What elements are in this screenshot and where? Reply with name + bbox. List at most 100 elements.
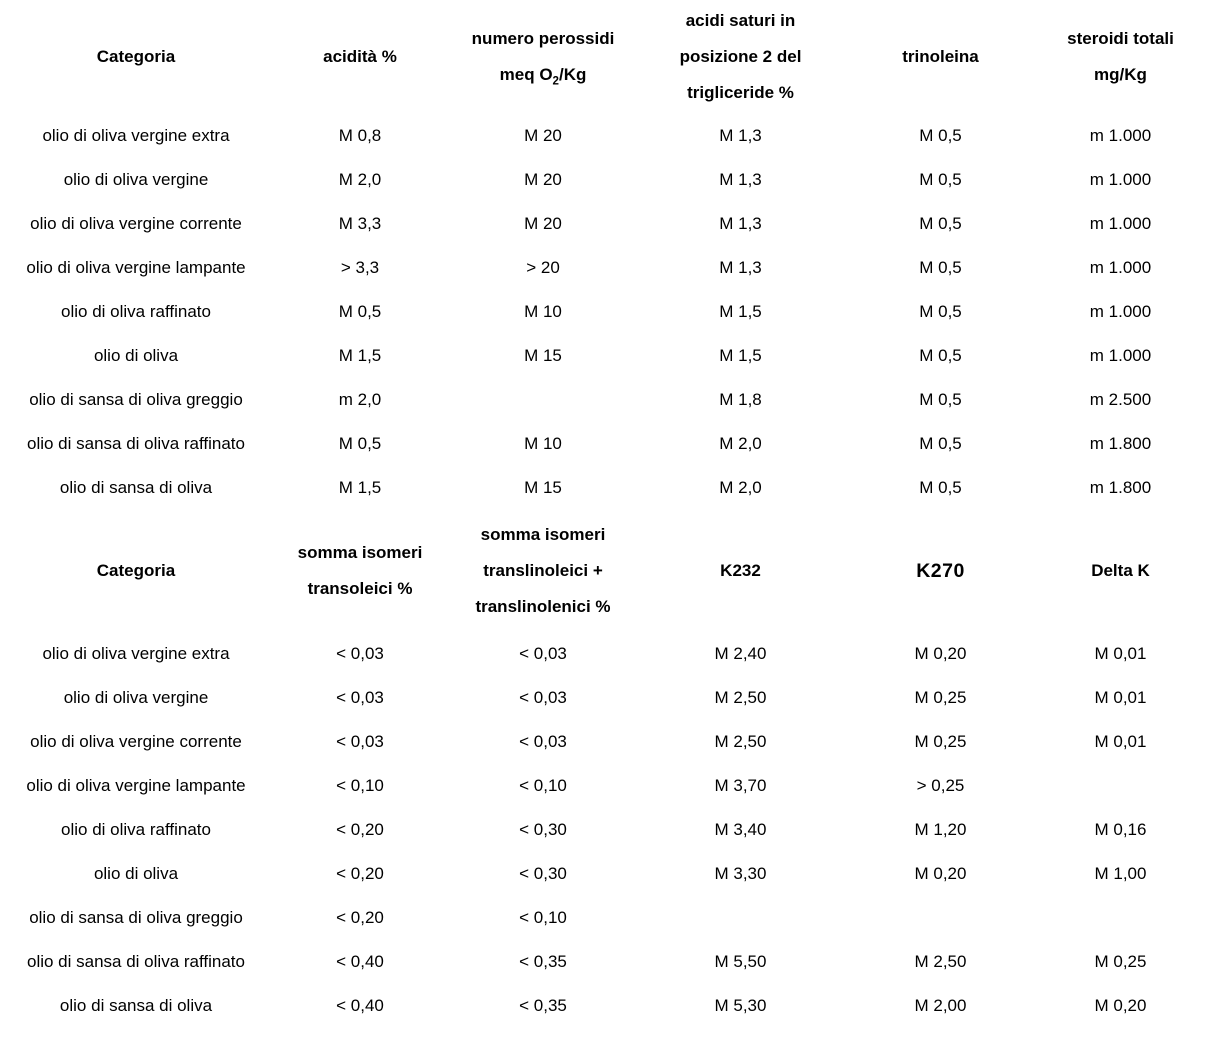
value-cell: M 0,8	[338, 126, 382, 145]
category-cell: olio di oliva raffinato	[61, 302, 211, 321]
value-cell: M 2,50	[714, 732, 767, 751]
column-header-line: translinoleici +	[448, 553, 638, 589]
header-text: Categoria	[96, 47, 176, 66]
value-cell: < 0,03	[336, 688, 384, 707]
header-text: posizione 2 del	[679, 47, 802, 66]
value-cell: M 0,5	[919, 434, 962, 453]
value-cell: M 2,0	[338, 170, 382, 189]
header-text: steroidi totali	[1067, 29, 1174, 48]
value-cell: m 2,0	[338, 390, 382, 409]
value-cell: M 1,5	[338, 346, 382, 365]
value-cell: M 0,5	[919, 302, 962, 321]
column-header-line: mg/Kg	[1038, 57, 1203, 93]
category-cell: olio di oliva vergine extra	[42, 644, 230, 663]
header-text: acidità %	[323, 47, 397, 66]
category-cell: olio di sansa di oliva	[59, 996, 213, 1015]
table-isomers-k-values: Categoria somma isomeri transoleici % somma…	[0, 510, 1203, 1028]
value-cell: M 1,8	[719, 390, 762, 409]
value-cell: M 3,70	[714, 776, 767, 795]
value-cell: M 5,50	[714, 952, 767, 971]
header-text: K232	[720, 561, 761, 580]
column-header-line: translinolenici %	[448, 589, 638, 625]
value-cell: < 0,40	[336, 952, 384, 971]
value-cell: M 0,5	[338, 302, 382, 321]
column-header-line: trigliceride %	[638, 75, 843, 111]
category-cell: olio di sansa di oliva	[59, 478, 213, 497]
value-cell: < 0,20	[336, 864, 384, 883]
category-cell: olio di oliva vergine	[63, 688, 209, 707]
value-cell: < 0,20	[336, 820, 384, 839]
header-row: Categoria somma isomeri transoleici % somma…	[0, 510, 1203, 632]
category-cell: olio di sansa di oliva greggio	[29, 390, 243, 409]
value-cell: M 0,5	[919, 126, 962, 145]
value-cell: < 0,30	[519, 820, 567, 839]
value-cell: m 1.000	[1089, 126, 1152, 145]
header-text: trigliceride %	[687, 83, 794, 102]
column-header: acidi saturi in posizione 2 del trigliceri…	[638, 3, 843, 111]
value-cell: M 0,5	[919, 170, 962, 189]
category-cell: olio di oliva vergine lampante	[26, 258, 246, 277]
value-cell: m 1.800	[1089, 434, 1152, 453]
column-header-line: somma isomeri	[448, 517, 638, 553]
value-cell: M 0,25	[914, 688, 967, 707]
value-cell: < 0,10	[519, 776, 567, 795]
category-cell: olio di sansa di oliva raffinato	[27, 434, 245, 453]
value-cell: M 3,3	[338, 214, 382, 233]
column-header: trinoleina	[843, 39, 1038, 75]
value-cell: M 1,00	[1094, 864, 1147, 883]
column-header-line: Categoria	[0, 39, 272, 75]
value-cell: M 1,5	[719, 346, 762, 365]
subscript-text: 2	[552, 75, 559, 88]
column-header-line: trinoleina	[843, 39, 1038, 75]
table-row: olio di oliva vergine lampante < 0,10 < 0,…	[0, 764, 1203, 808]
value-cell: M 1,5	[719, 302, 762, 321]
value-cell: M 0,20	[1094, 996, 1147, 1015]
value-cell: m 1.000	[1089, 302, 1152, 321]
column-header-line: somma isomeri	[272, 535, 448, 571]
value-cell: M 1,3	[719, 170, 762, 189]
header-text: Categoria	[96, 561, 176, 580]
value-cell: M 2,0	[719, 434, 762, 453]
category-cell: olio di sansa di oliva greggio	[29, 908, 243, 927]
column-header-line: steroidi totali	[1038, 21, 1203, 57]
value-cell: M 20	[524, 214, 562, 233]
column-header-line: K270	[843, 553, 1038, 590]
category-cell: olio di sansa di oliva raffinato	[27, 952, 245, 971]
column-header-line: acidità %	[272, 39, 448, 75]
value-cell: < 0,40	[336, 996, 384, 1015]
value-cell: > 0,25	[916, 776, 965, 795]
value-cell: M 0,5	[338, 434, 382, 453]
value-cell: M 0,25	[1094, 952, 1147, 971]
value-cell: M 5,30	[714, 996, 767, 1015]
value-cell: m 1.000	[1089, 170, 1152, 189]
value-cell: m 1.000	[1089, 258, 1152, 277]
table-row: olio di oliva vergine < 0,03 < 0,03 M 2,50 M…	[0, 676, 1203, 720]
value-cell: M 1,3	[719, 126, 762, 145]
column-header-line: K232	[638, 553, 843, 589]
value-cell: M 0,16	[1094, 820, 1147, 839]
header-text: transoleici %	[307, 579, 413, 598]
value-cell: M 0,01	[1094, 732, 1147, 751]
column-header-line: Delta K	[1038, 553, 1203, 589]
column-header: acidità %	[272, 39, 448, 75]
value-cell: M 1,3	[719, 258, 762, 277]
value-cell: M 2,50	[714, 688, 767, 707]
category-cell: olio di oliva vergine corrente	[30, 214, 242, 233]
value-cell: M 2,50	[914, 952, 967, 971]
table-row: olio di oliva raffinato M 0,5 M 10 M 1,5 M 0…	[0, 290, 1203, 334]
value-cell: M 2,0	[719, 478, 762, 497]
column-header: somma isomeri translinoleici + translinole…	[448, 517, 638, 625]
value-cell: M 0,5	[919, 214, 962, 233]
header-text: somma isomeri	[297, 543, 423, 562]
header-text: mg/Kg	[1094, 65, 1147, 84]
value-cell: M 15	[524, 346, 562, 365]
table-row: olio di oliva vergine corrente M 3,3 M 20 M…	[0, 202, 1203, 246]
table-row: olio di sansa di oliva greggio < 0,20 < 0,…	[0, 896, 1203, 940]
table-row: olio di oliva M 1,5 M 15 M 1,5 M 0,5 m 1.000	[0, 334, 1203, 378]
column-header: K232	[638, 553, 843, 589]
header-row: Categoria acidità % numero perossidi meq O2…	[0, 0, 1203, 114]
column-header-line: transoleici %	[272, 571, 448, 607]
column-header: somma isomeri transoleici %	[272, 535, 448, 607]
value-cell: M 20	[524, 170, 562, 189]
value-cell: < 0,35	[519, 996, 567, 1015]
